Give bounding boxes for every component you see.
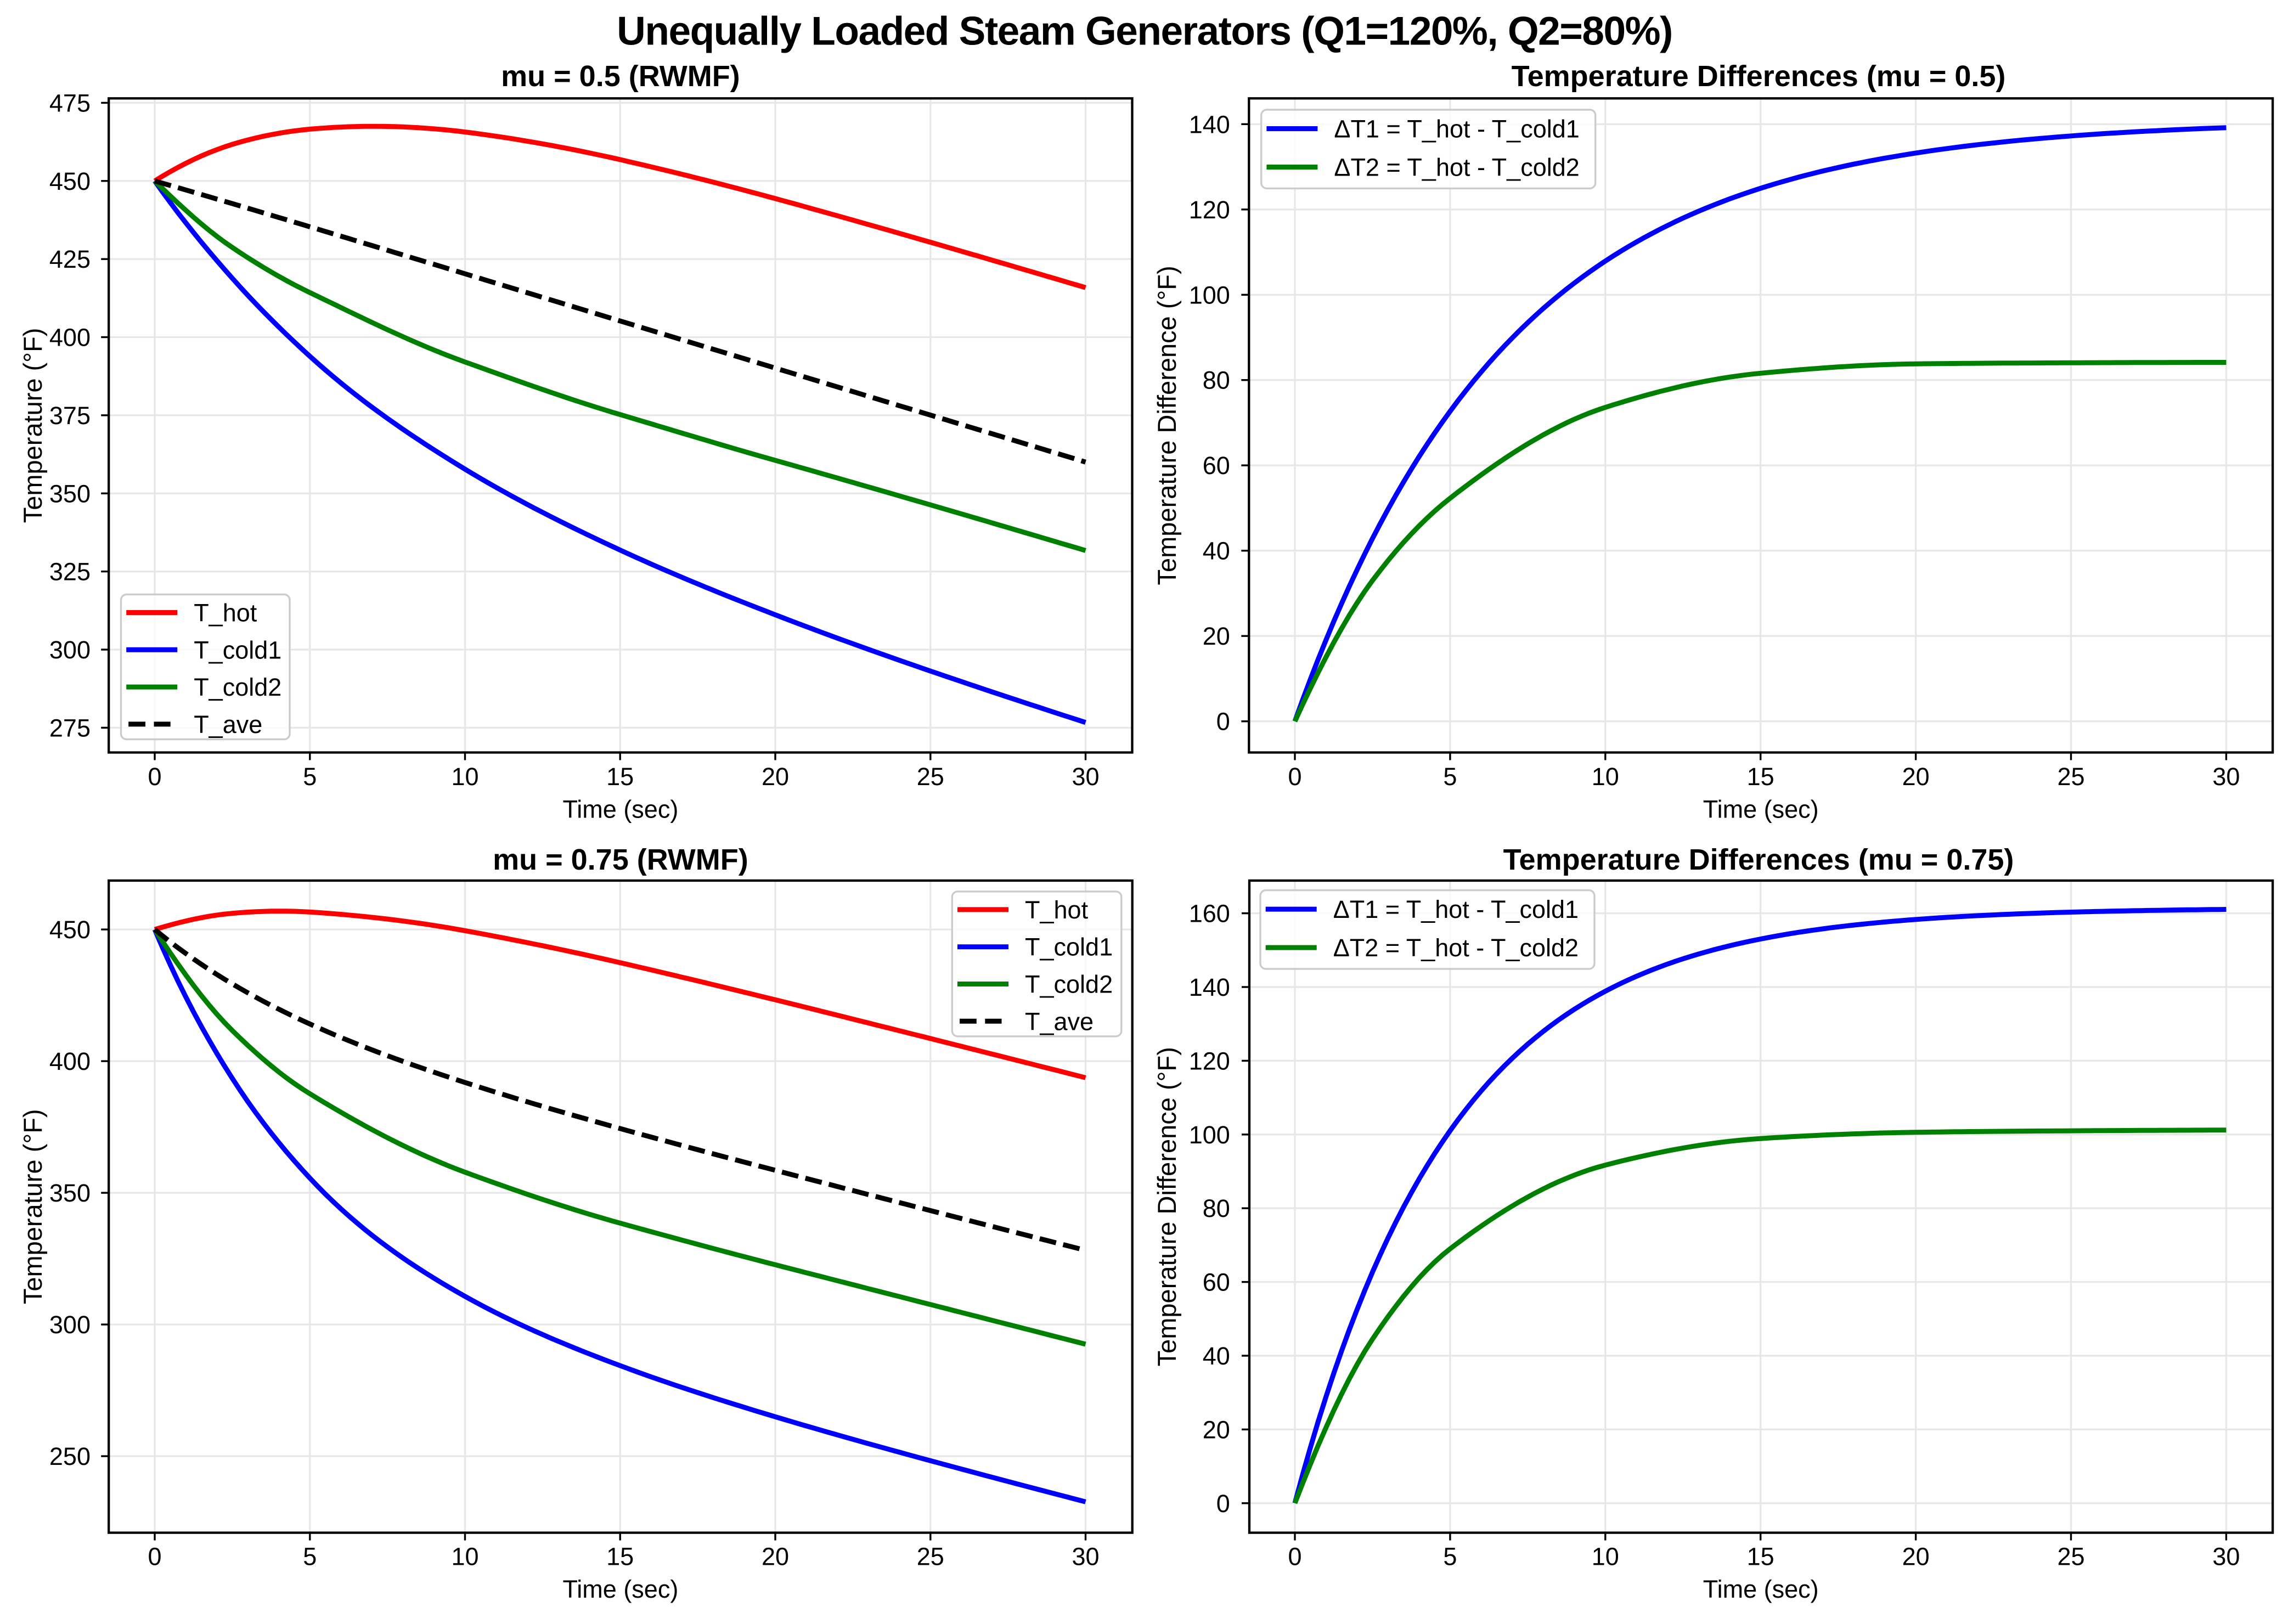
svg-text:5: 5 [1443,763,1457,791]
svg-text:325: 325 [49,558,91,586]
svg-text:400: 400 [49,1047,91,1075]
svg-text:20: 20 [1902,763,1930,791]
svg-text:10: 10 [1592,763,1619,791]
svg-text:T_ave: T_ave [194,710,262,738]
svg-text:25: 25 [2057,763,2084,791]
svg-text:80: 80 [1203,1194,1230,1222]
svg-text:0: 0 [148,1543,161,1571]
svg-text:0: 0 [1288,763,1301,791]
svg-text:ΔT1 = T_hot - T_cold1: ΔT1 = T_hot - T_cold1 [1333,895,1579,923]
svg-text:T_cold2: T_cold2 [1025,971,1113,999]
svg-text:T_hot: T_hot [1025,896,1089,924]
svg-text:Time (sec): Time (sec) [1703,1575,1819,1603]
svg-text:30: 30 [2212,763,2240,791]
svg-text:15: 15 [1747,763,1774,791]
svg-text:Temperature Difference (°F): Temperature Difference (°F) [1152,266,1181,585]
svg-text:10: 10 [451,1543,478,1571]
svg-text:T_cold1: T_cold1 [1025,933,1113,961]
svg-text:5: 5 [303,763,317,791]
svg-text:5: 5 [303,1543,317,1571]
svg-text:Time (sec): Time (sec) [562,795,678,823]
svg-text:0: 0 [1288,1543,1301,1571]
svg-text:15: 15 [606,763,634,791]
svg-text:25: 25 [917,1543,944,1571]
svg-text:mu = 0.5 (RWMF): mu = 0.5 (RWMF) [501,60,740,93]
svg-text:80: 80 [1203,366,1230,394]
svg-text:30: 30 [2212,1543,2240,1571]
svg-text:375: 375 [49,402,91,430]
svg-text:60: 60 [1203,452,1230,480]
svg-text:20: 20 [1203,1416,1230,1443]
svg-text:0: 0 [1216,708,1230,736]
svg-text:0: 0 [148,763,161,791]
svg-text:5: 5 [1443,1543,1457,1571]
svg-text:40: 40 [1203,537,1230,565]
svg-text:ΔT2 = T_hot - T_cold2: ΔT2 = T_hot - T_cold2 [1333,934,1579,962]
svg-text:T_hot: T_hot [194,599,257,627]
svg-text:40: 40 [1203,1342,1230,1370]
svg-text:140: 140 [1189,973,1230,1001]
svg-text:10: 10 [451,763,478,791]
svg-text:ΔT1 = T_hot - T_cold1: ΔT1 = T_hot - T_cold1 [1334,115,1579,143]
svg-text:Unequally Loaded Steam Generat: Unequally Loaded Steam Generators (Q1=12… [617,9,1672,54]
svg-text:100: 100 [1189,1121,1230,1149]
svg-text:350: 350 [49,1179,91,1207]
svg-text:Temperature (°F): Temperature (°F) [18,1109,47,1304]
svg-text:475: 475 [49,89,91,117]
svg-text:450: 450 [49,167,91,195]
svg-text:Temperature Differences (mu =: Temperature Differences (mu = 0.5) [1512,60,2006,93]
svg-text:T_cold1: T_cold1 [194,636,281,664]
svg-text:300: 300 [49,1311,91,1339]
svg-text:120: 120 [1189,1047,1230,1075]
svg-text:15: 15 [1747,1543,1774,1571]
svg-text:275: 275 [49,714,91,742]
svg-text:30: 30 [1072,763,1099,791]
svg-text:60: 60 [1203,1268,1230,1296]
svg-text:120: 120 [1189,196,1230,224]
svg-text:mu = 0.75 (RWMF): mu = 0.75 (RWMF) [493,843,748,876]
svg-text:Temperature Differences (mu =: Temperature Differences (mu = 0.75) [1503,843,2014,876]
svg-text:20: 20 [1203,622,1230,650]
svg-text:Temperature (°F): Temperature (°F) [18,328,47,523]
svg-text:25: 25 [2057,1543,2084,1571]
svg-text:Time (sec): Time (sec) [562,1575,678,1603]
svg-text:20: 20 [762,1543,789,1571]
svg-text:20: 20 [762,763,789,791]
svg-text:140: 140 [1189,110,1230,138]
svg-text:250: 250 [49,1442,91,1470]
svg-text:400: 400 [49,324,91,352]
svg-text:T_cold2: T_cold2 [194,673,281,701]
svg-text:100: 100 [1189,281,1230,309]
svg-text:425: 425 [49,245,91,273]
svg-text:T_ave: T_ave [1025,1007,1094,1035]
svg-text:30: 30 [1072,1543,1099,1571]
svg-text:450: 450 [49,916,91,944]
svg-text:ΔT2 = T_hot - T_cold2: ΔT2 = T_hot - T_cold2 [1334,154,1579,182]
svg-text:350: 350 [49,480,91,507]
svg-text:0: 0 [1216,1490,1230,1518]
svg-text:25: 25 [917,763,944,791]
svg-text:20: 20 [1902,1543,1930,1571]
svg-text:10: 10 [1592,1543,1619,1571]
svg-text:15: 15 [606,1543,634,1571]
svg-text:160: 160 [1189,900,1230,928]
svg-text:300: 300 [49,636,91,664]
svg-text:Time (sec): Time (sec) [1703,795,1819,823]
svg-text:Temperature Difference (°F): Temperature Difference (°F) [1152,1047,1181,1366]
